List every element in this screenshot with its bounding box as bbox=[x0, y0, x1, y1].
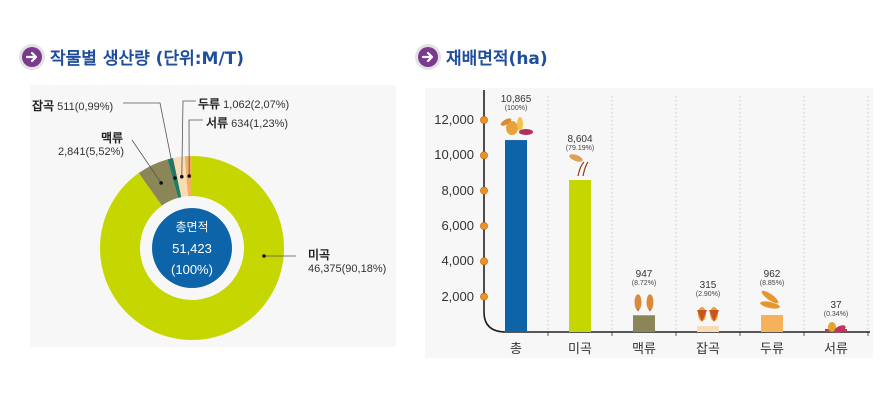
slice-barley bbox=[138, 159, 179, 206]
bar-3 bbox=[697, 326, 719, 332]
area-title: 재배면적(ha) bbox=[418, 44, 548, 69]
center-label: 총면적 bbox=[175, 220, 209, 234]
center-value: 51,423 bbox=[172, 241, 212, 256]
bar-2 bbox=[633, 315, 655, 332]
crop-icon bbox=[500, 117, 533, 136]
y-tick-label: 2,000 bbox=[441, 288, 474, 304]
y-tick-label: 8,000 bbox=[441, 182, 474, 198]
crop-icon bbox=[634, 294, 654, 312]
x-category-label: 잡곡 bbox=[696, 342, 720, 357]
arrow-right-icon bbox=[418, 46, 438, 67]
y-tick-label: 6,000 bbox=[441, 218, 474, 233]
crop-icon bbox=[828, 322, 846, 333]
bar-percent-label: (79.19%) bbox=[565, 144, 595, 152]
arrow-right-icon bbox=[22, 46, 42, 67]
label-legume: 두류 1,062(2,07%) bbox=[198, 97, 290, 111]
crop-icon-tuber bbox=[519, 129, 533, 136]
x-category-label: 두류 bbox=[760, 342, 784, 357]
center-percent: (100%) bbox=[171, 262, 213, 277]
axis-line bbox=[483, 90, 870, 333]
bar-value-label: 10,865 bbox=[500, 94, 532, 106]
y-tick-marker bbox=[480, 292, 488, 301]
area-title-text: 재배면적(ha) bbox=[446, 49, 548, 69]
crop-icon-rice bbox=[569, 154, 583, 162]
x-category-label: 미곡 bbox=[568, 342, 592, 357]
bar-percent-label: (8.85%) bbox=[759, 280, 785, 287]
bar-percent-label: (8.72%) bbox=[631, 280, 657, 288]
bar-1 bbox=[569, 179, 591, 332]
crop-icon-husk bbox=[709, 310, 719, 322]
leader-legume-dot bbox=[179, 174, 184, 179]
bar-percent-label: (0.34%) bbox=[823, 311, 849, 318]
leader-barley bbox=[131, 139, 162, 184]
x-category-label: 총 bbox=[510, 342, 522, 357]
y-tick-label: 10,000 bbox=[434, 147, 474, 163]
production-title-text: 작물별 생산량 (단위:M/T) bbox=[50, 49, 245, 69]
crop-icon bbox=[569, 154, 589, 177]
bar-value-label: 37 bbox=[830, 300, 842, 311]
crop-icon-husk bbox=[697, 310, 707, 322]
crop-icon-wheat bbox=[500, 118, 512, 126]
x-category-label: 맥류 bbox=[632, 342, 656, 357]
bar-percent-label: (2.90%) bbox=[695, 291, 721, 298]
y-tick-label: 12,000 bbox=[434, 112, 474, 127]
label-barley-name: 맥류 bbox=[101, 131, 124, 145]
leader-rice-dot bbox=[262, 254, 266, 258]
y-tick-marker bbox=[480, 186, 488, 195]
label-tuber: 서류 634(1,23%) bbox=[206, 116, 289, 130]
bar-panel-background bbox=[425, 88, 873, 358]
leader-tuber-dot bbox=[187, 174, 192, 178]
bar-value-label: 315 bbox=[699, 280, 717, 291]
bar-value-label: 8,604 bbox=[567, 133, 593, 145]
crop-icon-wheat bbox=[634, 294, 642, 311]
y-tick-marker bbox=[480, 151, 488, 160]
leader-misc-grain bbox=[123, 102, 176, 179]
bar-4 bbox=[761, 315, 783, 332]
donut-center-circle bbox=[152, 208, 232, 288]
crop-icon-potato bbox=[828, 322, 836, 332]
y-tick-label: 4,000 bbox=[441, 253, 474, 269]
label-rice-name: 미곡 bbox=[308, 248, 331, 262]
crop-icon-pod bbox=[760, 301, 780, 309]
slice-rice bbox=[100, 156, 284, 340]
production-title: 작물별 생산량 (단위:M/T) bbox=[22, 44, 244, 69]
y-tick-marker bbox=[480, 222, 488, 230]
leader-barley-dot bbox=[159, 181, 163, 185]
y-tick-marker bbox=[480, 116, 488, 124]
crop-icon-stem bbox=[577, 161, 589, 177]
bar-percent-label: (100%) bbox=[504, 105, 528, 113]
crop-icon-grain bbox=[517, 117, 523, 132]
crop-icon-wheat bbox=[646, 294, 654, 311]
crop-icon bbox=[697, 307, 719, 322]
crop-icon-grain bbox=[506, 121, 518, 136]
bar-value-label: 947 bbox=[635, 269, 653, 281]
leader-legume bbox=[181, 100, 196, 177]
leader-misc-grain-dot bbox=[173, 176, 177, 180]
bar-0 bbox=[505, 140, 527, 332]
bar-value-label: 962 bbox=[763, 269, 781, 280]
x-category-label: 서류 bbox=[824, 342, 848, 357]
leader-tuber bbox=[188, 119, 203, 177]
crop-icon-sweet-potato bbox=[834, 325, 846, 333]
label-misc-grain: 잡곡 511(0,99%) bbox=[32, 99, 114, 113]
crop-icon bbox=[760, 290, 780, 309]
donut-center: 총면적 51,423 (100%) bbox=[152, 217, 232, 280]
crop-icon-pod bbox=[761, 290, 779, 304]
y-tick-marker bbox=[480, 257, 488, 266]
label-barley-value: 2,841(5,52%) bbox=[58, 146, 125, 158]
label-rice-value: 46,375(90,18%) bbox=[308, 263, 387, 275]
